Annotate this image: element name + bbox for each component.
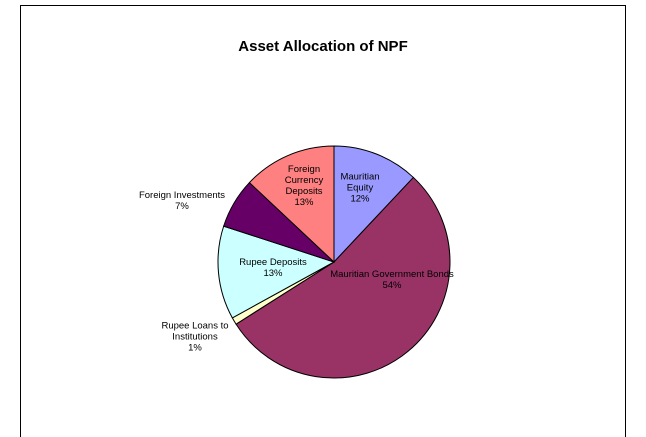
data-label: Mauritian Equity 12% [336,172,384,205]
pie-slice [217,225,336,319]
chart-title: Asset Allocation of NPF [238,38,408,55]
data-label: Mauritian Government Bonds 54% [327,269,457,291]
label-value: 54% [382,280,402,291]
label-name: Rupee Deposits [239,257,307,268]
data-label: Foreign Currency Deposits 13% [278,164,330,208]
pie-slice [333,145,415,264]
label-value: 1% [188,342,202,354]
data-label: Rupee Deposits 13% [233,257,313,279]
label-name: Foreign Currency Deposits [284,164,324,197]
data-label: Rupee Loans to Institutions 1% [155,321,235,354]
label-name: Mauritian Government Bonds [330,269,454,280]
pie-slice [235,176,451,379]
label-name: Rupee Loans to Institutions [161,320,229,343]
label-value: 7% [175,201,189,212]
data-label: Foreign Investments 7% [125,190,240,212]
label-name: Mauritian Equity [340,171,380,194]
label-value: 13% [263,268,283,279]
label-value: 12% [350,193,370,205]
label-name: Foreign Investments [138,190,226,201]
pie-slice [248,145,335,264]
label-value: 13% [294,197,314,208]
